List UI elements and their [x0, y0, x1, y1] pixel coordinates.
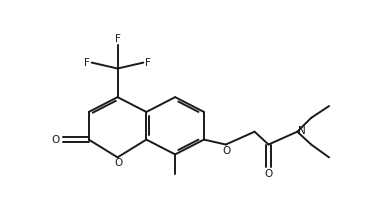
Text: O: O — [223, 146, 231, 156]
Text: N: N — [298, 126, 306, 136]
Text: O: O — [114, 158, 123, 168]
Text: O: O — [52, 135, 60, 145]
Text: F: F — [84, 58, 90, 67]
Text: F: F — [114, 34, 120, 44]
Text: F: F — [145, 58, 151, 67]
Text: O: O — [264, 169, 272, 179]
